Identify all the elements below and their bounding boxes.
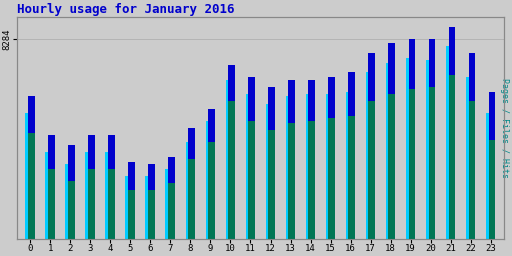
Bar [409,39,415,239]
Bar [466,77,473,239]
Bar [248,121,255,239]
Bar [48,135,55,239]
Bar [86,152,93,239]
Bar [125,176,133,239]
Bar [48,169,55,239]
Bar [308,121,315,239]
Bar [208,109,215,239]
Bar [468,53,475,239]
Bar [68,145,75,239]
Bar [329,118,335,239]
Bar [109,135,115,239]
Bar [145,176,153,239]
Bar [449,75,455,239]
Bar [468,101,475,239]
Bar [188,128,195,239]
Bar [326,94,333,239]
Bar [429,39,435,239]
Bar [46,152,53,239]
Bar [409,89,415,239]
Bar [88,169,95,239]
Bar [246,94,253,239]
Bar [188,159,195,239]
Bar [129,162,135,239]
Bar [226,80,233,239]
Bar [449,27,455,239]
Bar [308,80,315,239]
Bar [288,80,295,239]
Bar [165,169,173,239]
Text: Hourly usage for January 2016: Hourly usage for January 2016 [17,3,235,16]
Bar [406,58,413,239]
Bar [486,113,494,239]
Bar [205,121,213,239]
Bar [208,142,215,239]
Bar [389,44,395,239]
Y-axis label: Pages / Files / Hits: Pages / Files / Hits [500,78,509,178]
Bar [26,113,33,239]
Bar [228,65,235,239]
Bar [148,190,155,239]
Bar [366,72,373,239]
Bar [28,97,35,239]
Bar [248,77,255,239]
Bar [286,97,293,239]
Bar [148,164,155,239]
Bar [266,104,273,239]
Bar [369,53,375,239]
Bar [369,101,375,239]
Bar [306,94,313,239]
Bar [28,133,35,239]
Bar [349,72,355,239]
Bar [425,60,433,239]
Bar [349,116,355,239]
Bar [109,169,115,239]
Bar [68,181,75,239]
Bar [168,183,175,239]
Bar [429,87,435,239]
Bar [488,92,495,239]
Bar [268,87,275,239]
Bar [329,77,335,239]
Bar [129,190,135,239]
Bar [228,101,235,239]
Bar [168,157,175,239]
Bar [386,63,393,239]
Bar [488,140,495,239]
Bar [66,164,73,239]
Bar [268,130,275,239]
Bar [88,135,95,239]
Bar [346,92,353,239]
Bar [105,152,113,239]
Bar [185,142,193,239]
Bar [389,94,395,239]
Bar [288,123,295,239]
Bar [445,46,453,239]
